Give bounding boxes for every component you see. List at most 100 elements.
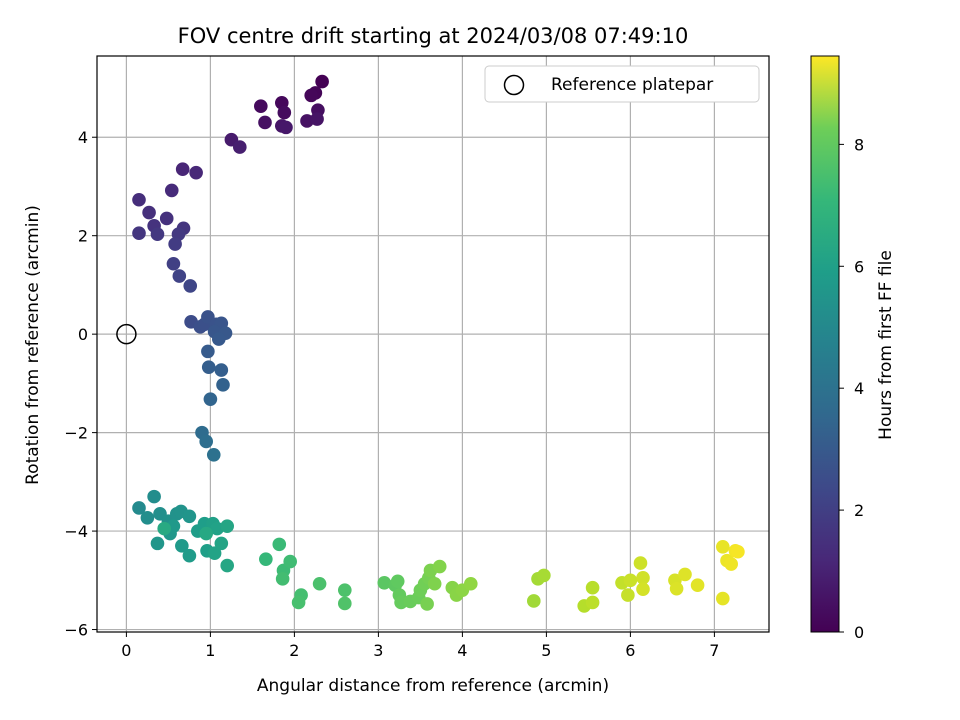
data-point [283, 554, 298, 569]
colorbar-tick-label: 2 [854, 501, 864, 520]
data-point [312, 576, 327, 591]
colorbar-tick-label: 0 [854, 623, 864, 642]
data-point [220, 558, 234, 573]
data-point [132, 501, 146, 515]
colorbar-ticks: 0 2 4 6 8 [839, 135, 864, 642]
data-point [220, 519, 234, 533]
legend-label: Reference platepar [551, 75, 713, 95]
data-point [214, 363, 229, 377]
y-tick-label: 0 [78, 325, 88, 344]
data-point [207, 546, 222, 561]
data-point [159, 211, 174, 226]
data-point [157, 521, 171, 536]
x-tick-label: 5 [541, 641, 551, 660]
data-point [585, 595, 600, 610]
data-point [300, 114, 314, 128]
data-point [669, 581, 684, 596]
x-axis-ticks: 0 1 2 3 4 5 6 7 [121, 632, 719, 660]
data-point [633, 556, 648, 570]
data-point [216, 378, 230, 392]
data-points [132, 74, 745, 613]
data-point [183, 279, 198, 293]
x-tick-label: 0 [121, 641, 131, 660]
data-point [272, 537, 287, 552]
data-point [731, 544, 745, 559]
data-point [390, 574, 405, 589]
x-tick-label: 4 [457, 641, 467, 660]
data-point [527, 594, 541, 608]
data-point [203, 392, 218, 406]
colorbar-tick-label: 6 [854, 257, 864, 276]
data-point [427, 576, 442, 591]
data-point [420, 597, 434, 611]
data-point [315, 74, 329, 89]
data-point [623, 573, 638, 588]
y-tick-label: 2 [78, 227, 88, 246]
chart-title: FOV centre drift starting at 2024/03/08 … [178, 24, 689, 48]
data-point [432, 559, 447, 574]
data-point [338, 596, 352, 611]
x-tick-label: 1 [205, 641, 215, 660]
x-tick-label: 3 [373, 641, 383, 660]
data-point [233, 140, 247, 154]
legend: Reference platepar [484, 65, 760, 103]
data-point [304, 88, 319, 103]
data-point [621, 588, 635, 602]
data-point [377, 575, 392, 590]
x-tick-label: 6 [625, 641, 635, 660]
data-point [132, 192, 146, 207]
data-point [724, 557, 738, 571]
data-point [275, 572, 290, 586]
data-point [182, 548, 197, 563]
y-tick-label: −6 [64, 621, 88, 640]
data-point [172, 269, 187, 283]
data-point [199, 434, 213, 449]
legend-box [484, 65, 760, 103]
data-point [636, 571, 650, 585]
y-tick-label: 4 [78, 128, 88, 147]
y-tick-label: −2 [64, 424, 88, 443]
data-point [291, 595, 306, 610]
plot-frame [96, 55, 770, 633]
data-point [189, 165, 203, 180]
data-point [201, 344, 215, 359]
data-point [585, 580, 600, 595]
y-axis-ticks: −6 −4 −2 0 2 4 [64, 128, 97, 640]
colorbar-gradient [810, 55, 840, 633]
data-point [142, 205, 156, 220]
x-tick-label: 7 [709, 641, 719, 660]
data-point [253, 99, 268, 114]
data-point [464, 576, 478, 591]
data-point [310, 112, 324, 126]
data-point [537, 568, 551, 583]
data-point [716, 591, 730, 606]
colorbar-label: Hours from first FF file [876, 250, 896, 440]
data-point [716, 540, 730, 554]
data-point [150, 227, 165, 242]
data-point [175, 539, 189, 553]
data-point [150, 536, 165, 551]
colorbar-tick-label: 4 [854, 379, 864, 398]
data-point [214, 536, 229, 551]
legend-marker [503, 74, 525, 96]
data-point [175, 162, 190, 177]
data-point [140, 510, 155, 525]
y-tick-label: −4 [64, 522, 88, 541]
data-point [201, 360, 216, 374]
data-point [690, 578, 705, 593]
data-point [206, 447, 221, 462]
data-point [258, 115, 272, 130]
data-point [338, 583, 352, 597]
data-point [259, 552, 273, 566]
colorbar: 0 2 4 6 8 Hours from first FF file [810, 55, 896, 642]
grid-lines [97, 56, 769, 632]
data-point [678, 567, 692, 582]
data-point [279, 120, 293, 135]
colorbar-tick-label: 8 [854, 135, 864, 154]
data-point [212, 332, 226, 346]
data-point [164, 183, 179, 198]
reference-marker [116, 323, 137, 345]
data-point [182, 509, 197, 524]
data-point [168, 237, 182, 251]
